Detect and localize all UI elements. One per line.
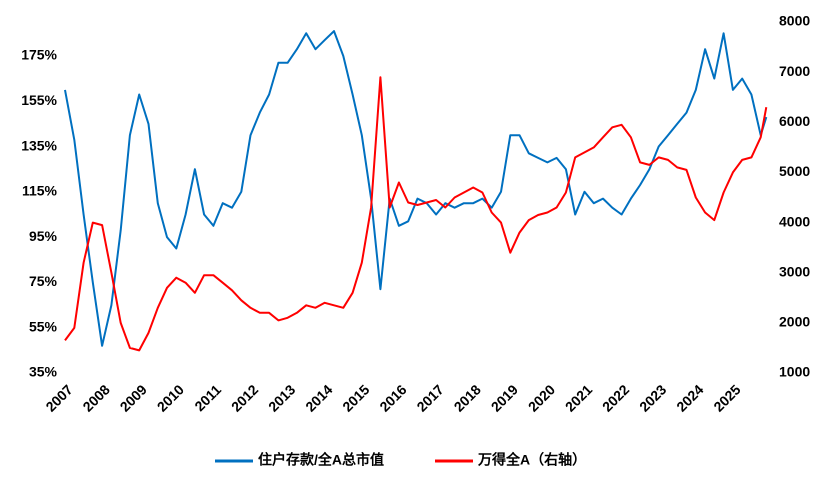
y2-tick-label: 2000 bbox=[779, 314, 810, 330]
legend-label: 万得全A（右轴） bbox=[477, 452, 586, 468]
x-tick-label: 2017 bbox=[413, 381, 446, 414]
x-tick-label: 2013 bbox=[265, 381, 298, 414]
legend-label: 住户存款/全A总市值 bbox=[258, 452, 384, 468]
data-line bbox=[64, 76, 768, 352]
y2-tick-label: 4000 bbox=[779, 213, 810, 229]
x-tick-label: 2010 bbox=[154, 381, 187, 414]
x-tick-label: 2009 bbox=[117, 381, 150, 414]
y-tick-label: 75% bbox=[29, 273, 58, 289]
y-tick-label: 135% bbox=[21, 137, 57, 153]
x-tick-label: 2011 bbox=[191, 381, 224, 414]
y2-tick-label: 5000 bbox=[779, 163, 810, 179]
x-tick-label: 2008 bbox=[80, 381, 113, 414]
y-tick-label: 115% bbox=[22, 183, 58, 199]
y-tick-label: 155% bbox=[21, 92, 57, 108]
y2-tick-label: 8000 bbox=[779, 13, 810, 29]
x-tick-label: 2012 bbox=[228, 381, 261, 414]
y2-tick-label: 1000 bbox=[779, 364, 810, 380]
x-tick-label: 2016 bbox=[376, 381, 409, 414]
x-tick-label: 2023 bbox=[636, 381, 669, 414]
x-tick-label: 2007 bbox=[42, 381, 75, 414]
x-tick-label: 2022 bbox=[599, 381, 632, 414]
y-tick-label: 95% bbox=[29, 228, 58, 244]
y-tick-label: 55% bbox=[29, 318, 58, 334]
x-tick-label: 2020 bbox=[525, 381, 558, 414]
y2-tick-label: 3000 bbox=[779, 263, 810, 279]
x-tick-label: 2019 bbox=[488, 381, 521, 414]
x-tick-label: 2025 bbox=[710, 381, 743, 414]
x-tick-label: 2024 bbox=[673, 381, 706, 414]
y2-tick-label: 7000 bbox=[779, 63, 810, 79]
x-tick-label: 2018 bbox=[451, 381, 484, 414]
y-tick-label: 35% bbox=[29, 364, 58, 380]
data-line bbox=[64, 30, 768, 347]
y2-tick-label: 6000 bbox=[779, 113, 810, 129]
x-tick-label: 2021 bbox=[562, 381, 595, 414]
y-tick-label: 175% bbox=[21, 47, 57, 63]
x-tick-label: 2014 bbox=[302, 381, 335, 414]
x-tick-label: 2015 bbox=[339, 381, 372, 414]
